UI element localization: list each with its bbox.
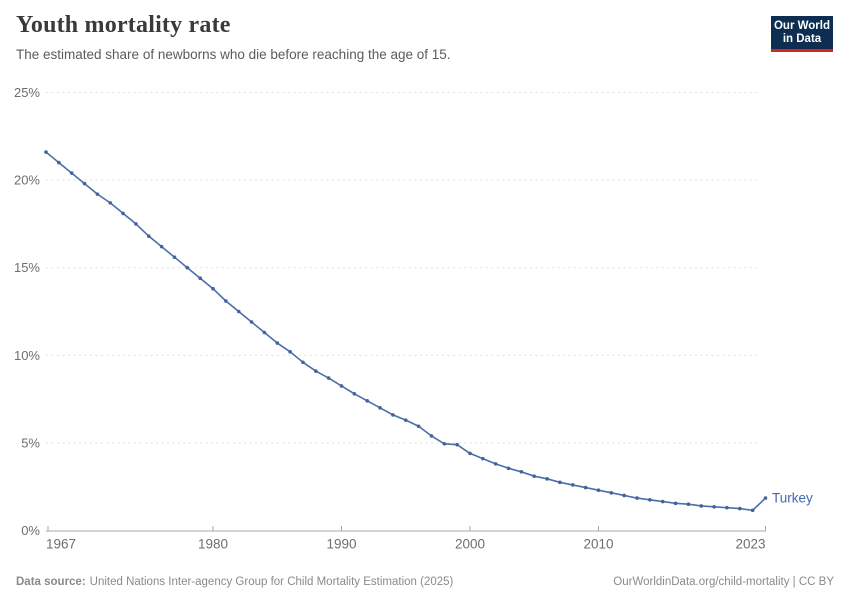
data-point-marker — [570, 483, 575, 487]
data-point-marker — [519, 470, 524, 474]
data-point-marker — [314, 369, 318, 373]
data-point-marker — [532, 474, 537, 478]
owid-citation-link[interactable]: OurWorldinData.org/child-mortality | CC … — [613, 576, 834, 588]
y-axis-tick-label: 0% — [21, 523, 40, 538]
data-point-marker — [134, 222, 138, 226]
chart-subtitle: The estimated share of newborns who die … — [16, 47, 451, 62]
chart-header: Youth mortality rate The estimated share… — [16, 12, 740, 62]
x-axis-tick-label: 1967 — [46, 537, 76, 552]
x-axis-tick-label: 2000 — [455, 537, 485, 552]
data-point-marker — [339, 384, 344, 388]
data-point-marker — [673, 501, 678, 506]
x-axis-tick-label: 1980 — [198, 537, 228, 552]
data-point-marker — [545, 477, 549, 481]
data-point-marker — [481, 456, 485, 461]
data-point-marker — [82, 181, 87, 186]
data-point-marker — [468, 451, 472, 456]
data-point-marker — [763, 496, 768, 500]
data-source-label: Data source: — [16, 576, 86, 588]
chart-footer: Data source: United Nations Inter-agency … — [16, 576, 834, 588]
data-point-marker — [648, 498, 652, 502]
data-point-marker — [738, 506, 742, 511]
data-point-marker — [686, 502, 691, 507]
data-point-marker — [365, 399, 370, 403]
data-point-marker — [699, 504, 704, 508]
data-point-marker — [493, 462, 498, 466]
data-point-marker — [391, 413, 395, 417]
data-source-text: United Nations Inter-agency Group for Ch… — [89, 576, 454, 588]
data-point-marker — [506, 466, 511, 471]
data-point-marker — [236, 309, 241, 314]
data-point-marker — [275, 341, 280, 345]
data-point-marker — [596, 488, 601, 493]
data-point-marker — [108, 201, 113, 205]
data-point-marker — [712, 505, 716, 509]
entity-label[interactable]: Turkey — [772, 491, 813, 506]
y-axis-tick-label: 10% — [14, 348, 40, 363]
data-point-marker — [378, 406, 382, 410]
data-point-marker — [660, 499, 665, 504]
data-point-marker — [301, 360, 305, 365]
y-axis-tick-label: 20% — [14, 173, 40, 188]
data-point-marker — [326, 376, 331, 380]
x-axis-tick-label: 2023 — [735, 537, 765, 552]
data-point-marker — [69, 171, 74, 175]
data-point-marker — [750, 508, 755, 513]
data-point-marker — [172, 255, 177, 259]
data-point-marker — [185, 265, 190, 270]
series-line — [45, 151, 767, 512]
data-point-marker — [609, 491, 614, 495]
x-axis-tick-label: 1990 — [326, 537, 356, 552]
data-point-marker — [262, 330, 267, 335]
y-axis-tick-label: 15% — [14, 260, 40, 275]
x-axis-tick-label: 2010 — [583, 537, 613, 552]
data-point-marker — [583, 485, 588, 490]
y-axis-tick-label: 5% — [21, 435, 40, 450]
owid-logo[interactable]: Our World in Data — [771, 16, 833, 53]
data-source: Data source: United Nations Inter-agency … — [16, 576, 453, 588]
data-point-marker — [249, 320, 254, 324]
owid-logo-line1: Our World — [773, 20, 830, 32]
data-point-marker — [725, 505, 729, 510]
page-title: Youth mortality rate — [16, 12, 231, 38]
data-point-marker — [403, 418, 408, 422]
y-axis-tick-label: 25% — [14, 85, 40, 100]
data-point-marker — [622, 493, 626, 498]
data-point-marker — [57, 160, 61, 165]
data-point-marker — [442, 441, 447, 446]
data-point-marker — [224, 299, 228, 303]
data-point-marker — [159, 244, 164, 249]
data-point-marker — [429, 434, 434, 438]
data-point-marker — [198, 276, 202, 281]
data-point-marker — [121, 211, 125, 216]
data-point-marker — [416, 424, 421, 429]
data-point-marker — [288, 349, 292, 354]
data-point-marker — [558, 480, 562, 485]
data-point-marker — [211, 286, 215, 291]
data-point-marker — [455, 442, 459, 447]
data-point-marker — [352, 392, 357, 396]
owid-logo-line2: in Data — [782, 33, 822, 46]
data-point-marker — [146, 234, 151, 238]
data-point-marker — [635, 496, 639, 500]
data-point-marker — [95, 192, 100, 196]
data-point-marker — [44, 150, 48, 154]
